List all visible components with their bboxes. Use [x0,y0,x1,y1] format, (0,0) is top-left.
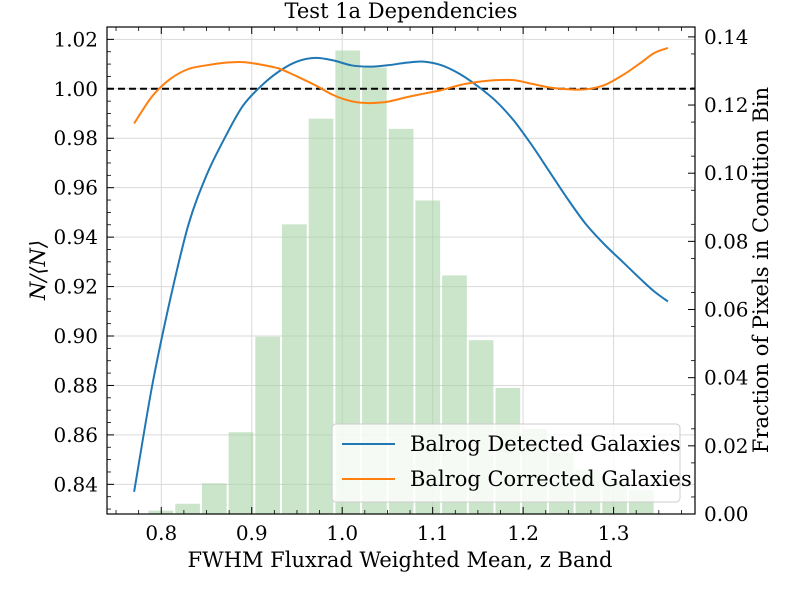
legend-label-corrected: Balrog Corrected Galaxies [410,467,692,491]
y-tick-label: 0.84 [53,472,98,496]
series-lines [133,47,669,492]
y2-tick-label: 0.04 [704,366,749,390]
axis-ticks [107,26,695,515]
plot-frame [106,26,696,515]
y2-tick-label: 0.08 [704,229,749,253]
x-tick-label: 0.8 [145,521,177,545]
x-tick-label: 1.0 [326,521,358,545]
series-line-detected [133,56,669,492]
y-axis-title: N/⟨N⟩ [26,240,50,301]
histogram-bar [282,224,307,514]
y2-axis-title: Fraction of Pixels in Condition Bin [749,87,773,453]
y-tick-label: 0.94 [53,225,98,249]
histogram-bar [255,336,281,514]
histogram-bar [201,483,227,514]
legend-label-detected: Balrog Detected Galaxies [410,432,681,456]
y2-tick-label: 0.10 [704,161,749,185]
x-axis-title: FWHM Fluxrad Weighted Mean, z Band [188,548,613,572]
x-tick-label: 1.1 [417,521,449,545]
histogram-bar [308,118,334,515]
y-tick-label: 1.02 [53,27,98,51]
y-tick-label: 0.88 [53,373,98,397]
histogram-bar [228,432,254,514]
histogram-bar [175,503,200,514]
y-tick-label: 0.92 [53,275,98,299]
y-tick-label: 0.90 [53,324,98,348]
y-tick-label: 1.00 [53,77,98,101]
legend-box [331,423,681,503]
y2-tick-label: 0.02 [704,434,749,458]
y2-tick-label: 0.00 [704,502,749,526]
y-tick-label: 0.96 [53,176,98,200]
x-tick-label: 0.9 [236,521,268,545]
y2-tick-label: 0.06 [704,298,749,322]
chart-title: Test 1a Dependencies [285,0,518,23]
tick-labels: 0.8 0.9 1.0 1.1 1.2 1.3 0.84 0.86 0.88 0.90 0.92 0.… [53,25,748,545]
y2-tick-label: 0.12 [704,93,749,117]
x-tick-label: 1.2 [507,521,539,545]
legend: Balrog Detected Galaxies Balrog Correcte… [331,423,692,503]
series-line-corrected [133,47,669,124]
y-tick-label: 0.86 [53,423,98,447]
histogram-bars [148,50,654,515]
y2-tick-label: 0.14 [704,25,749,49]
y-tick-label: 0.98 [53,126,98,150]
x-tick-label: 1.3 [598,521,630,545]
